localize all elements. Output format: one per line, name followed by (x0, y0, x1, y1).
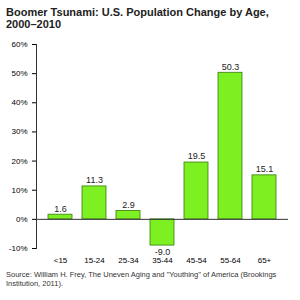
svg-text:10%: 10% (11, 186, 27, 195)
svg-text:1.6: 1.6 (54, 204, 67, 214)
svg-text:19.5: 19.5 (188, 151, 206, 161)
svg-text:15.1: 15.1 (256, 164, 274, 174)
svg-text:45-54: 45-54 (186, 256, 207, 265)
svg-text:11.3: 11.3 (86, 175, 103, 185)
svg-text:-10%: -10% (9, 244, 28, 253)
svg-text:65+: 65+ (258, 256, 272, 265)
svg-text:30%: 30% (11, 127, 27, 136)
html-text:Source: William H. Frey, The U: Source: William H. Frey, The Uneven Agin… (6, 270, 277, 288)
svg-text:40%: 40% (11, 98, 27, 107)
svg-text:20%: 20% (11, 157, 27, 166)
svg-text:2.9: 2.9 (122, 200, 135, 210)
svg-text:25-34: 25-34 (118, 256, 139, 265)
svg-text:15-24: 15-24 (84, 256, 105, 265)
svg-text:35-44: 35-44 (152, 256, 173, 265)
svg-text:55-64: 55-64 (220, 256, 241, 265)
svg-text:50.3: 50.3 (222, 62, 240, 72)
html-text:Boomer Tsunami: U.S. Populatio: Boomer Tsunami: U.S. Population Change b… (6, 6, 269, 30)
svg-text:60%: 60% (11, 40, 27, 49)
svg-text:-9.0: -9.0 (155, 247, 171, 257)
svg-text:0%: 0% (16, 215, 28, 224)
svg-text:<15: <15 (54, 256, 68, 265)
svg-text:50%: 50% (11, 69, 27, 78)
